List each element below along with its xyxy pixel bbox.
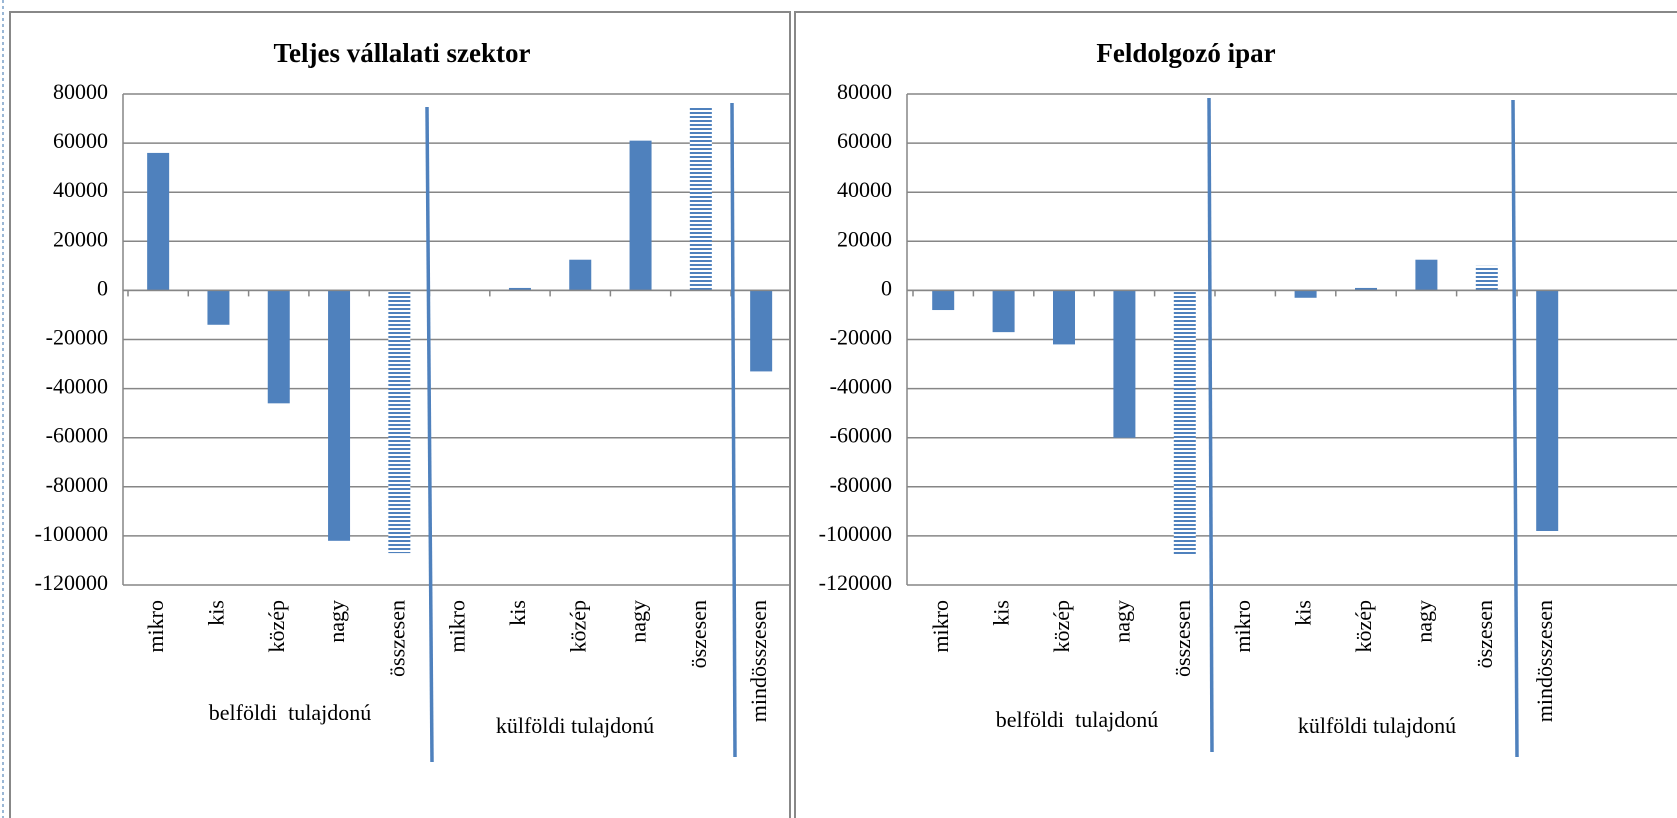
bar <box>750 290 773 372</box>
group-separator <box>1511 99 1519 758</box>
y-tick-label: -20000 <box>830 325 892 350</box>
bar <box>1536 290 1559 531</box>
bar <box>992 290 1015 333</box>
x-tick-label: kis <box>989 600 1014 626</box>
group-label: belföldi tulajdonú <box>996 707 1159 732</box>
bar <box>147 152 170 291</box>
x-tick-label: összesen <box>384 600 409 677</box>
y-tick-label: 0 <box>881 275 892 300</box>
group-separator <box>1207 97 1214 753</box>
bar <box>689 106 712 291</box>
x-tick-label: öszesen <box>1472 600 1497 668</box>
y-tick-label: -60000 <box>46 423 108 448</box>
bar <box>1355 287 1377 291</box>
panel-frame <box>9 11 791 818</box>
y-tick-label: 0 <box>97 275 108 300</box>
bar <box>932 290 955 311</box>
x-tick-label: mikro <box>445 600 470 653</box>
x-tick-label: mikro <box>143 600 168 653</box>
x-tick-label: kis <box>1291 600 1316 626</box>
x-tick-label: nagy <box>1411 600 1436 643</box>
x-tick-label: közép <box>1351 600 1376 653</box>
y-tick-label: -40000 <box>830 374 892 399</box>
y-tick-label: 20000 <box>53 226 108 251</box>
y-tick-label: 80000 <box>837 79 892 104</box>
y-tick-label: 80000 <box>53 79 108 104</box>
x-tick-label: mindösszesen <box>746 600 771 722</box>
x-tick-label: közép <box>565 600 590 653</box>
bar <box>569 259 592 291</box>
bar <box>1475 265 1498 291</box>
y-tick-label: -80000 <box>46 472 108 497</box>
y-tick-label: 40000 <box>837 177 892 202</box>
panel-frame <box>794 11 1677 818</box>
x-tick-label: közép <box>1049 600 1074 653</box>
bar <box>267 290 290 404</box>
group-label: külföldi tulajdonú <box>1298 713 1456 738</box>
y-tick-label: -40000 <box>46 374 108 399</box>
x-tick-label: mikro <box>1230 600 1255 653</box>
bar <box>508 287 531 291</box>
y-tick-label: -60000 <box>830 423 892 448</box>
y-tick-label: -100000 <box>35 521 108 546</box>
x-tick-label: öszesen <box>686 600 711 668</box>
y-tick-label: -120000 <box>819 570 892 595</box>
y-tick-label: 40000 <box>53 177 108 202</box>
y-tick-label: 20000 <box>837 226 892 251</box>
y-tick-label: -20000 <box>46 325 108 350</box>
bar <box>1113 290 1136 438</box>
bar <box>1053 290 1075 345</box>
chart-title: Teljes vállalati szektor <box>274 38 531 68</box>
bar <box>388 290 411 554</box>
y-tick-label: -120000 <box>35 570 108 595</box>
y-tick-label: 60000 <box>837 128 892 153</box>
x-tick-label: közép <box>264 600 289 653</box>
group-separator <box>730 102 737 758</box>
x-tick-label: kis <box>203 600 228 626</box>
x-tick-label: nagy <box>324 600 349 643</box>
x-tick-label: összesen <box>1170 600 1195 677</box>
bar <box>629 140 652 291</box>
bar <box>1173 290 1196 556</box>
group-label: külföldi tulajdonú <box>496 713 654 738</box>
bar <box>1415 259 1438 291</box>
x-tick-label: nagy <box>626 600 651 643</box>
bar <box>328 290 351 541</box>
x-tick-label: mindösszesen <box>1532 600 1557 722</box>
x-tick-label: nagy <box>1109 600 1134 643</box>
x-tick-label: mikro <box>928 600 953 653</box>
y-tick-label: -80000 <box>830 472 892 497</box>
group-separator <box>425 106 434 763</box>
y-tick-label: -100000 <box>819 521 892 546</box>
y-tick-label: 60000 <box>53 128 108 153</box>
bar <box>207 290 230 325</box>
x-tick-label: kis <box>505 600 530 626</box>
chart-title: Feldolgozó ipar <box>1096 38 1275 68</box>
bar <box>1294 290 1317 298</box>
group-label: belföldi tulajdonú <box>209 700 372 725</box>
